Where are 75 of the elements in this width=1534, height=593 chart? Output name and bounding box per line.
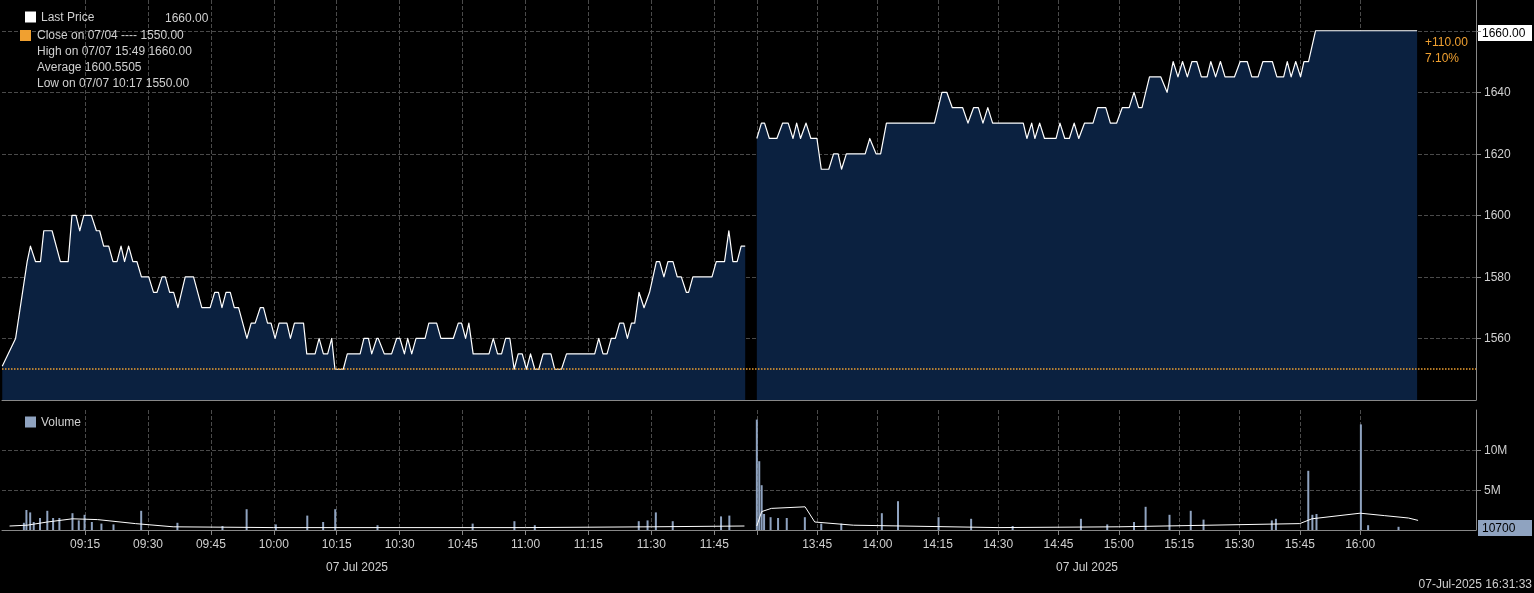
bar <box>90 522 93 530</box>
x-tick-label: 11:45 <box>699 537 730 551</box>
x-tick-label: 11:00 <box>510 537 541 551</box>
annotation: Average 1600.5505 <box>37 60 142 74</box>
annotation: +110.00 <box>1425 35 1469 49</box>
annotation: 7.10% <box>1425 51 1460 65</box>
y-tick-label: 5M <box>1484 483 1501 497</box>
text: 10700 <box>1482 521 1516 535</box>
y-tick-label: 1620 <box>1484 146 1512 161</box>
bar <box>1367 525 1370 530</box>
legend-label: Last Price <box>41 10 95 24</box>
bar <box>880 513 883 530</box>
x-tick-label: 15:15 <box>1164 537 1195 551</box>
x-tick-label: 14:15 <box>922 537 954 551</box>
annotation: Low on 07/07 10:17 1550.00 <box>37 76 190 90</box>
bar <box>755 419 758 530</box>
bar <box>77 520 80 530</box>
bar <box>1189 510 1192 530</box>
x-tick-label: 11:30 <box>636 537 667 551</box>
text: 07 Jul 2025 <box>325 560 389 574</box>
bar <box>334 509 337 530</box>
x-tick-label: 09:15 <box>70 537 101 551</box>
bar <box>1307 470 1310 530</box>
bar <box>83 514 86 530</box>
y-tick-label: 10M <box>1484 443 1508 457</box>
bar <box>897 501 900 530</box>
bar <box>937 517 940 530</box>
bar <box>52 518 55 530</box>
x-tick-label: 15:30 <box>1224 537 1255 551</box>
x-tick-label: 10:30 <box>384 537 415 551</box>
x-tick-label: 15:00 <box>1103 537 1135 551</box>
bar <box>1359 424 1362 530</box>
bar <box>112 524 115 530</box>
x-tick-label: 11:15 <box>573 537 604 551</box>
line-series <box>756 506 1419 529</box>
bar <box>58 518 61 530</box>
y-tick-label: 1580 <box>1484 269 1512 284</box>
annotation: 1660.00 <box>165 11 209 25</box>
text: 1660.00 <box>1482 26 1526 40</box>
x-tick-label: 10:15 <box>321 537 353 551</box>
legend-label: Close on 07/04 ---- 1550.00 <box>37 28 185 42</box>
bar <box>245 509 248 530</box>
annotation: High on 07/07 15:49 1660.00 <box>37 44 193 58</box>
bar <box>777 518 780 530</box>
x-tick-label: 09:45 <box>195 537 227 551</box>
y-tick-label: 1600 <box>1484 208 1512 223</box>
bar <box>785 518 788 530</box>
bar <box>1315 514 1318 530</box>
bar <box>25 510 28 530</box>
x-tick-label: 10:00 <box>258 537 290 551</box>
x-tick-label: 14:45 <box>1043 537 1074 551</box>
bar <box>820 523 823 530</box>
legend-label: Volume <box>41 415 82 429</box>
bar <box>100 523 103 530</box>
bar <box>71 513 74 530</box>
bar <box>1144 506 1147 530</box>
x-tick-label: 13:45 <box>802 537 833 551</box>
x-tick-label: 09:30 <box>132 537 164 551</box>
x-tick-label: 14:30 <box>983 537 1014 551</box>
x-tick-label: 10:45 <box>447 537 478 551</box>
x-tick-label: 15:45 <box>1284 537 1316 551</box>
text: 07 Jul 2025 <box>1055 560 1119 574</box>
y-tick-label: 1640 <box>1484 85 1512 100</box>
text: 07-Jul-2025 16:31:33 <box>1418 577 1533 591</box>
x-tick-label: 16:00 <box>1345 537 1376 551</box>
bar <box>29 512 32 530</box>
x-tick-label: 14:00 <box>862 537 893 551</box>
bar <box>720 516 723 530</box>
bar <box>803 517 806 530</box>
bar <box>1397 526 1400 530</box>
bar <box>306 515 309 530</box>
bar <box>769 517 772 530</box>
y-tick-label: 1560 <box>1484 331 1512 346</box>
bar <box>1311 514 1314 530</box>
bar <box>654 512 657 530</box>
